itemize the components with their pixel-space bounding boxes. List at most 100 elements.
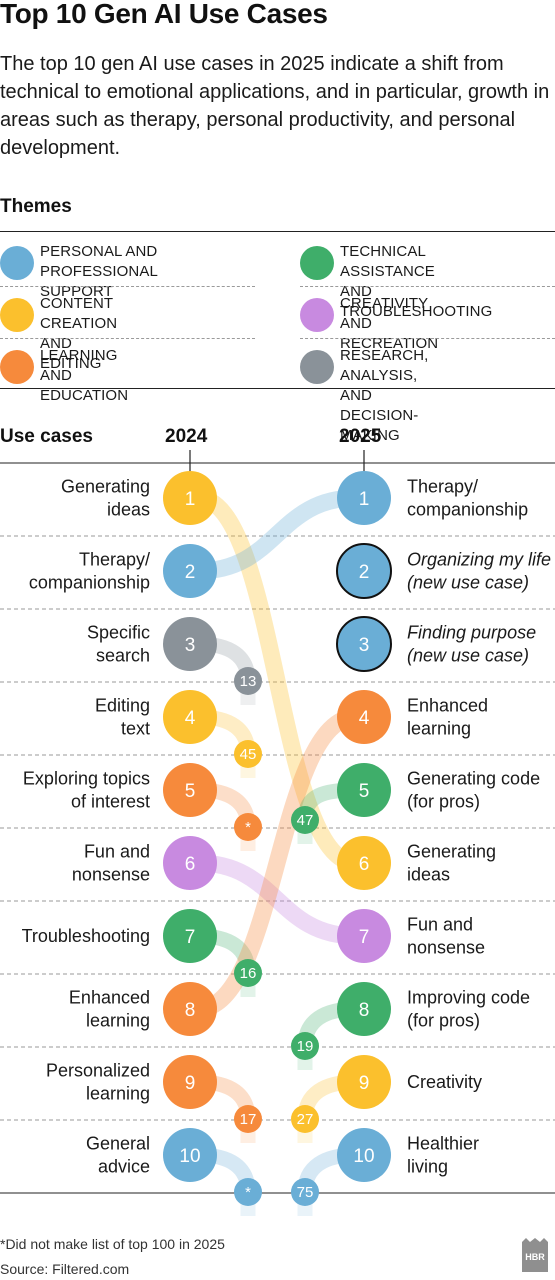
- legend-label-technical: TECHNICAL ASSISTANCE AND TROUBLESHOOTING: [340, 243, 493, 320]
- themes-heading: Themes: [0, 196, 72, 217]
- node-2024-7: [163, 909, 217, 963]
- legend-swatch-creativity: [300, 298, 334, 332]
- flow-line-2: [189, 489, 365, 580]
- node-2024-4: [163, 690, 217, 744]
- legend-swatch-technical: [300, 246, 334, 280]
- dropout-rank-3: 13: [240, 673, 257, 690]
- rank-2024-8: 8: [185, 1000, 196, 1021]
- node-2024-10: [163, 1128, 217, 1182]
- flow-line-8: [189, 708, 365, 1018]
- source-note: Source: Filtered.com: [0, 1261, 130, 1277]
- entry-rank-10: 75: [297, 1184, 314, 1201]
- node-2024-1: [163, 471, 217, 525]
- entry-badge-9: [291, 1105, 319, 1133]
- rank-2024-7: 7: [185, 927, 196, 948]
- label-2024-8: Enhanced learning: [69, 988, 150, 1031]
- legend-separator: [300, 338, 555, 339]
- dropout-badge-7: [234, 959, 262, 987]
- page-subtitle: The top 10 gen AI use cases in 2025 indi…: [0, 53, 550, 159]
- node-2024-3: [163, 617, 217, 671]
- node-2025-9: [337, 1055, 391, 1109]
- rank-2025-10: 10: [353, 1146, 374, 1167]
- legend-label-creativity: CREATIVITY AND RECREATION: [340, 295, 439, 352]
- node-2024-8: [163, 982, 217, 1036]
- legend-separator: [0, 338, 255, 339]
- entry-badge-8: [291, 1032, 319, 1060]
- flow-line-6: [189, 854, 365, 945]
- node-2025-8: [337, 982, 391, 1036]
- node-2025-3: [336, 616, 392, 672]
- dropout-badge-5: [234, 813, 262, 841]
- footnote: *Did not make list of top 100 in 2025: [0, 1236, 225, 1252]
- node-2024-5: [163, 763, 217, 817]
- label-2024-2: Therapy/companionship: [29, 550, 150, 593]
- legend-label-content: CONTENT CREATION AND EDITING: [40, 295, 118, 372]
- label-2024-4: Editing text: [95, 696, 150, 739]
- rank-2024-4: 4: [185, 708, 196, 729]
- label-2025-6: Generating ideas: [407, 842, 496, 885]
- rank-2024-1: 1: [185, 489, 196, 510]
- legend-swatch-content: [0, 298, 34, 332]
- rank-2025-6: 6: [359, 854, 370, 875]
- dropout-rank-5: *: [245, 819, 251, 836]
- entry-rank-8: 19: [297, 1038, 314, 1055]
- label-2025-1: Therapy/companionship: [407, 477, 528, 520]
- legend-separator: [0, 286, 255, 287]
- rank-2025-7: 7: [359, 927, 370, 948]
- dropout-badge-10: [234, 1178, 262, 1206]
- legend-top-rule: [0, 231, 555, 232]
- rank-nodes: [163, 471, 392, 1206]
- legend-separator: [300, 286, 555, 287]
- node-2025-5: [337, 763, 391, 817]
- label-2024-3: Specific search: [87, 623, 150, 666]
- node-2025-4: [337, 690, 391, 744]
- rank-2024-2: 2: [185, 562, 196, 583]
- label-2024-5: Exploring topics of interest: [23, 769, 150, 812]
- legend-swatch-research: [300, 350, 334, 384]
- rank-2025-4: 4: [359, 708, 370, 729]
- row-dividers: [0, 450, 555, 1194]
- rank-2025-3: 3: [359, 635, 370, 656]
- legend-label-personal: PERSONAL AND PROFESSIONAL SUPPORT: [40, 243, 158, 300]
- use-cases-heading: Use cases: [0, 426, 93, 447]
- dropout-rank-7: 16: [240, 965, 257, 982]
- year-2025-heading: 2025: [339, 426, 382, 447]
- legend-swatch-personal: [0, 246, 34, 280]
- rank-2025-2: 2: [359, 562, 370, 583]
- rank-2024-9: 9: [185, 1073, 196, 1094]
- dropout-badge-3: [234, 667, 262, 695]
- dropout-rank-10: *: [245, 1184, 251, 1201]
- label-2024-7: Troubleshooting: [22, 926, 150, 946]
- entry-badge-5: [291, 806, 319, 834]
- page-title: Top 10 Gen AI Use Cases: [0, 0, 328, 29]
- label-2025-5: Generating code (for pros): [407, 769, 540, 812]
- dropout-badge-9: [234, 1105, 262, 1133]
- rank-2025-8: 8: [359, 1000, 370, 1021]
- label-2025-9: Creativity: [407, 1072, 482, 1092]
- rank-2024-5: 5: [185, 781, 196, 802]
- rank-2025-5: 5: [359, 781, 370, 802]
- rank-2024-6: 6: [185, 854, 196, 875]
- node-2025-6: [337, 836, 391, 890]
- label-2024-10: General advice: [86, 1134, 150, 1177]
- node-2025-10: [337, 1128, 391, 1182]
- label-2024-1: Generating ideas: [61, 477, 150, 520]
- label-2025-2: Organizing my life (new use case): [407, 550, 551, 593]
- year-2024-heading: 2024: [165, 426, 208, 447]
- node-2024-6: [163, 836, 217, 890]
- dropout-rank-4: 45: [240, 746, 257, 763]
- label-2025-10: Healthier living: [407, 1134, 479, 1177]
- legend-label-learning: LEARNING AND EDUCATION: [40, 347, 129, 404]
- rank-2024-3: 3: [185, 635, 196, 656]
- rank-2025-9: 9: [359, 1073, 370, 1094]
- node-2024-2: [163, 544, 217, 598]
- entry-rank-9: 27: [297, 1111, 314, 1128]
- entry-badge-10: [291, 1178, 319, 1206]
- node-2025-2: [336, 543, 392, 599]
- hbr-logo-text: HBR: [525, 1252, 545, 1262]
- node-2025-7: [337, 909, 391, 963]
- entry-rank-5: 47: [297, 812, 314, 829]
- label-2025-3: Finding purpose (new use case): [407, 623, 536, 666]
- node-2025-1: [337, 471, 391, 525]
